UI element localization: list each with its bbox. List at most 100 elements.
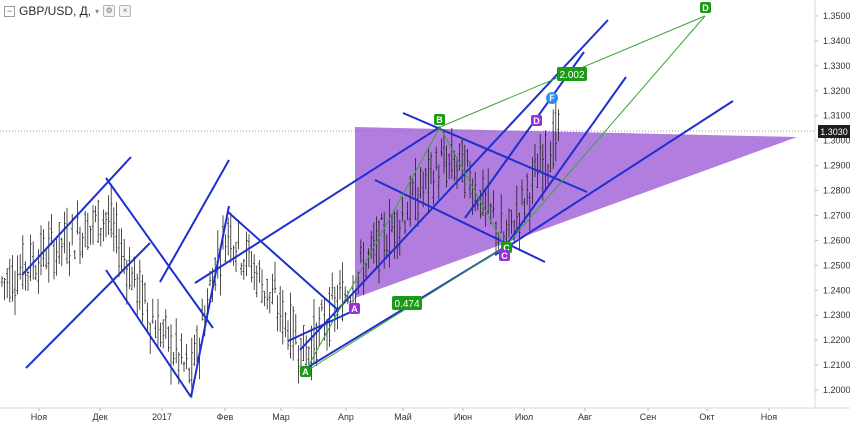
candle <box>401 197 404 222</box>
candle <box>130 266 134 290</box>
candle <box>167 326 170 352</box>
candle <box>292 306 295 361</box>
point-label: C <box>501 251 508 261</box>
collapse-button[interactable]: − <box>4 5 15 17</box>
trend-line[interactable] <box>299 19 609 351</box>
candle <box>294 314 297 345</box>
candle <box>42 229 45 267</box>
candle <box>255 265 258 298</box>
point-marker-d-green[interactable]: D <box>700 2 711 13</box>
candle <box>380 213 383 221</box>
candle <box>377 220 381 284</box>
candle <box>253 254 256 290</box>
trend-line[interactable] <box>194 126 441 284</box>
candle <box>159 322 162 347</box>
candle <box>273 261 277 294</box>
candle <box>388 199 391 268</box>
time-axis[interactable]: Ноя Дек 2017 Фев Мар Апр Май Июн Июл Авг Сен Окт Ноя <box>31 408 778 422</box>
candle <box>364 262 368 279</box>
candle <box>29 234 32 282</box>
candle <box>279 285 282 332</box>
point-marker-d-purple[interactable]: D <box>531 115 542 126</box>
point-marker-b-green[interactable]: B <box>434 114 445 125</box>
candle <box>276 295 279 332</box>
candle <box>94 205 97 223</box>
ratio-label[interactable]: 0.474 <box>392 296 422 310</box>
chart-header: − GBP/USD, Д, ▾ ⚙ × <box>4 3 132 19</box>
harmonic-triangle[interactable] <box>355 127 797 298</box>
chevron-down-icon[interactable]: ▾ <box>95 6 100 16</box>
close-icon[interactable]: × <box>119 5 132 17</box>
candle <box>250 251 253 283</box>
trend-line[interactable] <box>21 156 132 276</box>
candle <box>143 282 147 304</box>
candle <box>515 185 518 235</box>
price-tick-label: 1.2500 <box>823 260 850 270</box>
symbol-title[interactable]: GBP/USD, Д, <box>19 4 92 18</box>
price-tick-label: 1.2400 <box>823 285 850 295</box>
trend-line[interactable] <box>159 159 230 283</box>
price-tick-label: 1.2200 <box>823 335 850 345</box>
candle <box>128 247 131 290</box>
candle <box>406 201 409 221</box>
price-tick-label: 1.3500 <box>823 11 850 21</box>
candle <box>16 255 19 295</box>
settings-icon[interactable]: ⚙ <box>103 5 116 17</box>
candle <box>58 222 61 264</box>
trend-line[interactable] <box>190 205 230 398</box>
point-marker-a-purple[interactable]: A <box>349 303 360 314</box>
candle <box>370 230 373 259</box>
time-tick-label: Дек <box>92 412 107 422</box>
candle <box>182 361 186 372</box>
price-axis[interactable]: 1.3500 1.3400 1.3300 1.3200 1.3100 1.3000 1.29… <box>815 11 850 395</box>
trend-line[interactable] <box>105 269 192 398</box>
ratio-label[interactable]: 2.002 <box>557 67 587 81</box>
point-marker-f-blue[interactable]: F <box>546 92 558 104</box>
candle <box>0 276 4 287</box>
candle <box>242 258 245 280</box>
ratio-label-text: 0.474 <box>394 299 419 310</box>
current-price-value: 1.3030 <box>820 127 848 137</box>
candle <box>21 235 24 290</box>
trend-line[interactable] <box>494 100 734 256</box>
candle <box>362 241 365 295</box>
candle <box>76 200 79 235</box>
candle <box>172 352 175 366</box>
point-label: A <box>351 304 358 314</box>
trend-line[interactable] <box>402 112 588 193</box>
harmonic-line[interactable] <box>504 15 706 248</box>
candle <box>448 153 451 180</box>
candle <box>180 333 183 365</box>
trend-line[interactable] <box>227 211 339 311</box>
trend-line[interactable] <box>105 177 214 329</box>
candle <box>554 98 557 162</box>
candle <box>81 232 84 258</box>
trend-line[interactable] <box>504 76 627 248</box>
candle <box>156 298 160 347</box>
candle <box>201 298 204 321</box>
trend-line[interactable] <box>25 242 151 369</box>
candle <box>55 238 58 276</box>
candle <box>52 239 56 280</box>
candle <box>11 255 14 302</box>
candle <box>185 344 188 370</box>
point-marker-a-green[interactable]: A <box>300 366 311 377</box>
candle <box>47 221 50 283</box>
point-marker-c-purple[interactable]: C <box>499 250 510 261</box>
harmonic-line[interactable] <box>304 126 441 373</box>
candle <box>432 170 435 205</box>
point-label: D <box>533 116 540 126</box>
candle <box>526 173 529 205</box>
candle <box>50 213 53 245</box>
candle <box>117 228 121 278</box>
candle <box>351 275 355 305</box>
candle <box>281 289 284 345</box>
candle <box>455 156 459 189</box>
candle <box>227 217 230 256</box>
candle <box>453 150 456 182</box>
harmonic-line[interactable] <box>439 126 506 248</box>
candle <box>507 208 511 238</box>
trend-lines[interactable] <box>21 19 734 398</box>
